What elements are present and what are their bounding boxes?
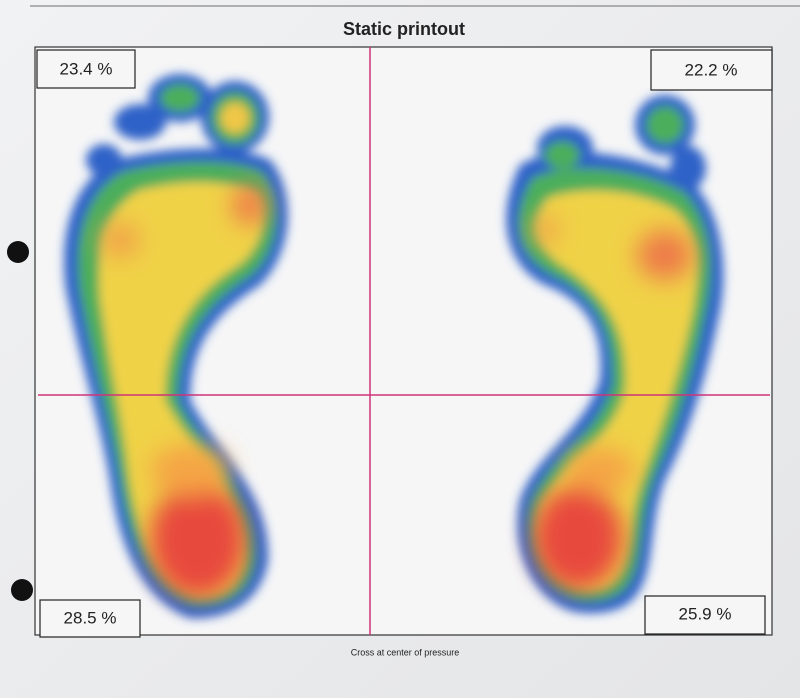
label-box [650, 49, 773, 91]
footer-note: Cross at center of pressure [351, 647, 460, 657]
label-box [644, 595, 766, 635]
top-left-percent: 23.4 % [60, 59, 113, 78]
label-box [39, 599, 141, 638]
binder-hole [11, 579, 33, 601]
label-box [36, 49, 136, 89]
bottom-right-percent: 25.9 % [679, 604, 732, 623]
binder-hole [7, 241, 29, 263]
top-right-percent: 22.2 % [685, 60, 738, 79]
left-foot-hot [100, 110, 268, 598]
bottom-left-percent: 28.5 % [64, 608, 117, 627]
right-foot-hot [531, 216, 693, 590]
title: Static printout [343, 19, 465, 39]
